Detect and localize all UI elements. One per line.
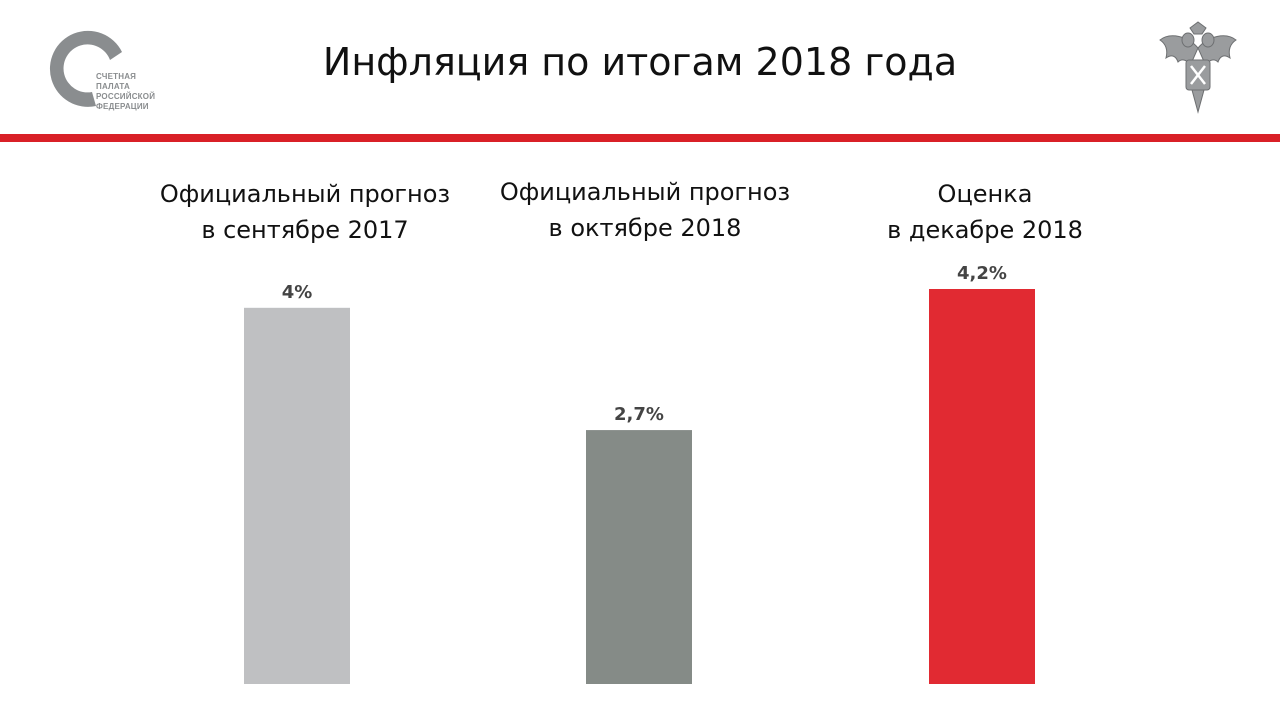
category-label: Официальный прогноз в сентябре 2017 <box>135 176 475 248</box>
category-label-line: в сентябре 2017 <box>201 216 409 244</box>
double-headed-eagle-emblem-icon <box>1152 18 1244 118</box>
category-label-line: в декабре 2018 <box>887 216 1083 244</box>
logo-line: ПАЛАТА <box>96 82 130 91</box>
page-title: Инфляция по итогам 2018 года <box>322 40 958 84</box>
bar-2 <box>586 430 692 684</box>
category-label-line: Официальный прогноз <box>499 178 791 206</box>
header-divider <box>0 134 1280 142</box>
bar-3 <box>929 289 1035 684</box>
accounts-chamber-logo: СЧЕТНАЯ ПАЛАТА РОССИЙСКОЙ ФЕДЕРАЦИИ <box>44 26 174 116</box>
bar-value-label: 4,2% <box>957 263 1007 284</box>
logo-caption: СЧЕТНАЯ ПАЛАТА РОССИЙСКОЙ ФЕДЕРАЦИИ <box>96 72 155 112</box>
category-label-line: в октябре 2018 <box>548 214 742 242</box>
category-label-line: Официальный прогноз <box>159 180 451 208</box>
logo-line: РОССИЙСКОЙ <box>96 92 156 101</box>
bar-value-label: 2,7% <box>614 404 664 425</box>
bar-value-label: 4% <box>282 282 313 303</box>
category-label: Оценка в декабре 2018 <box>815 176 1155 248</box>
category-label: Официальный прогноз в октябре 2018 <box>475 174 815 246</box>
bar-1 <box>244 307 350 684</box>
category-label-line: Оценка <box>937 180 1033 208</box>
logo-ring-icon <box>49 30 122 107</box>
logo-line: СЧЕТНАЯ <box>96 72 137 81</box>
logo-line: ФЕДЕРАЦИИ <box>96 102 149 111</box>
